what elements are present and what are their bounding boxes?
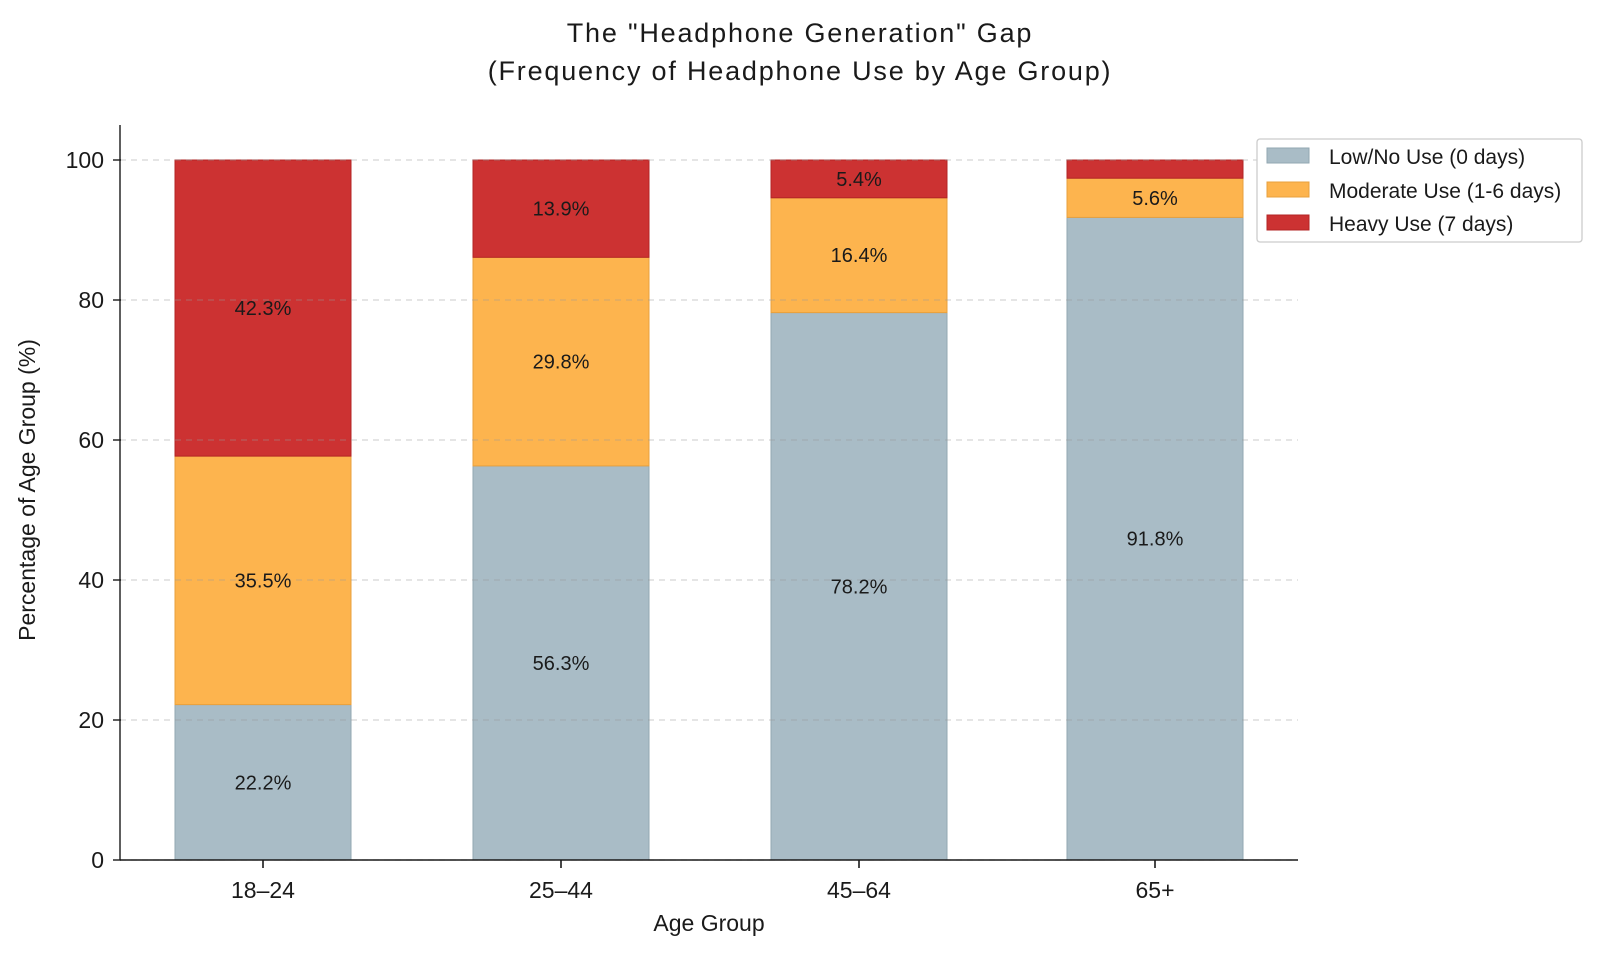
svg-text:16.4%: 16.4%	[831, 245, 888, 267]
svg-text:91.8%: 91.8%	[1127, 529, 1184, 551]
svg-text:5.6%: 5.6%	[1132, 188, 1178, 210]
svg-text:5.4%: 5.4%	[836, 169, 882, 191]
svg-text:Heavy Use (7 days): Heavy Use (7 days)	[1329, 213, 1513, 236]
svg-text:18–24: 18–24	[231, 877, 295, 903]
svg-text:100: 100	[66, 147, 104, 173]
svg-text:42.3%: 42.3%	[235, 298, 292, 320]
svg-text:80: 80	[78, 287, 104, 313]
svg-text:(Frequency of Headphone Use by: (Frequency of Headphone Use by Age Group…	[488, 56, 1113, 86]
svg-text:45–64: 45–64	[827, 877, 891, 903]
svg-text:65+: 65+	[1135, 877, 1174, 903]
svg-text:Low/No Use (0 days): Low/No Use (0 days)	[1329, 146, 1525, 169]
svg-text:35.5%: 35.5%	[235, 570, 292, 592]
svg-text:25–44: 25–44	[529, 877, 593, 903]
svg-text:40: 40	[78, 567, 104, 593]
svg-text:29.8%: 29.8%	[533, 352, 590, 374]
svg-text:56.3%: 56.3%	[533, 653, 590, 675]
svg-text:0: 0	[91, 847, 104, 873]
svg-text:Moderate Use (1-6 days): Moderate Use (1-6 days)	[1329, 180, 1561, 203]
svg-text:Percentage of Age Group (%): Percentage of Age Group (%)	[14, 339, 40, 641]
svg-text:Age Group: Age Group	[653, 910, 764, 936]
svg-text:78.2%: 78.2%	[831, 576, 888, 598]
svg-text:22.2%: 22.2%	[235, 772, 292, 794]
svg-text:The "Headphone Generation" Gap: The "Headphone Generation" Gap	[567, 18, 1033, 48]
svg-text:13.9%: 13.9%	[533, 199, 590, 221]
svg-text:60: 60	[78, 427, 104, 453]
svg-text:20: 20	[78, 707, 104, 733]
